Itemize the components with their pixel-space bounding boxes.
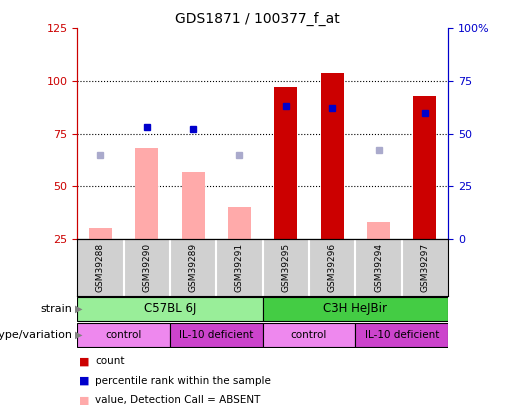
FancyBboxPatch shape <box>263 297 448 321</box>
Text: GSM39288: GSM39288 <box>96 243 105 292</box>
Bar <box>274 87 298 239</box>
Text: percentile rank within the sample: percentile rank within the sample <box>95 376 271 386</box>
Text: value, Detection Call = ABSENT: value, Detection Call = ABSENT <box>95 395 261 405</box>
Bar <box>89 228 112 239</box>
Text: ■: ■ <box>79 376 89 386</box>
FancyBboxPatch shape <box>170 323 263 347</box>
Bar <box>181 172 205 239</box>
Text: count: count <box>95 356 125 367</box>
FancyBboxPatch shape <box>355 323 448 347</box>
Text: IL-10 deficient: IL-10 deficient <box>365 330 439 340</box>
Bar <box>135 148 159 239</box>
Text: GSM39297: GSM39297 <box>420 243 430 292</box>
Text: ▶: ▶ <box>75 304 82 314</box>
Text: GSM39291: GSM39291 <box>235 243 244 292</box>
Text: GSM39295: GSM39295 <box>281 243 290 292</box>
Text: C3H HeJBir: C3H HeJBir <box>323 302 387 315</box>
Text: C57BL 6J: C57BL 6J <box>144 302 196 315</box>
Text: GSM39289: GSM39289 <box>188 243 198 292</box>
Text: ▶: ▶ <box>75 330 82 340</box>
Text: strain: strain <box>40 304 72 314</box>
Bar <box>320 72 344 239</box>
Text: GSM39294: GSM39294 <box>374 243 383 292</box>
Bar <box>413 96 437 239</box>
FancyBboxPatch shape <box>263 323 355 347</box>
Text: GSM39296: GSM39296 <box>328 243 337 292</box>
Bar <box>367 222 390 239</box>
Text: IL-10 deficient: IL-10 deficient <box>179 330 253 340</box>
Bar <box>228 207 251 239</box>
Text: GSM39290: GSM39290 <box>142 243 151 292</box>
FancyBboxPatch shape <box>77 297 263 321</box>
Text: GDS1871 / 100377_f_at: GDS1871 / 100377_f_at <box>175 12 340 26</box>
Text: genotype/variation: genotype/variation <box>0 330 72 340</box>
Text: control: control <box>291 330 327 340</box>
Text: ■: ■ <box>79 395 89 405</box>
Text: control: control <box>106 330 142 340</box>
Text: ■: ■ <box>79 356 89 367</box>
FancyBboxPatch shape <box>77 323 170 347</box>
